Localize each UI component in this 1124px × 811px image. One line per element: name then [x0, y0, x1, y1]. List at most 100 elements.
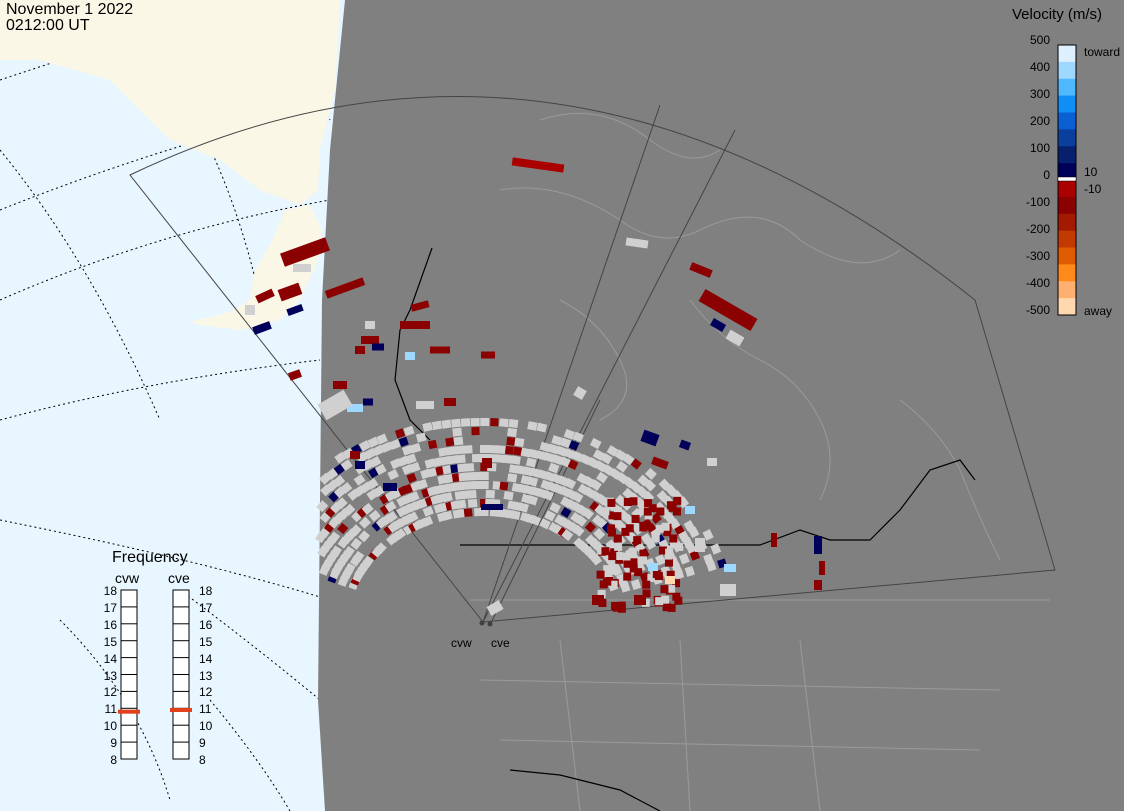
scatter-cell: [454, 445, 465, 455]
scatter-cell: [661, 595, 670, 604]
velocity-colorbar: [1057, 44, 1077, 316]
scatter-cell: [600, 452, 613, 465]
scatter-cell: [416, 479, 428, 490]
scatter-cell: [372, 343, 384, 351]
frequency-tick: 9: [199, 736, 206, 751]
scatter-cell: [496, 445, 506, 454]
scatter-cell: [684, 565, 695, 577]
frequency-tick: 18: [199, 584, 213, 598]
scatter-cell: [430, 346, 450, 354]
scatter-cell: [427, 439, 438, 450]
scatter-cell: [642, 580, 651, 589]
scatter-cell: [648, 504, 657, 513]
frequency-tick: 9: [110, 736, 117, 751]
colorbar-segment: [1058, 230, 1076, 248]
scatter-cell: [667, 584, 676, 593]
scatter-cell: [642, 589, 651, 598]
scatter-cell: [617, 604, 626, 613]
scatter-cell: [480, 417, 490, 427]
scatter-cell: [507, 427, 518, 437]
scatter-cell: [470, 417, 480, 427]
scatter-cell: [503, 454, 513, 464]
scatter-cell: [573, 386, 587, 400]
time-label: 0212:00 UT: [6, 17, 90, 34]
scatter-cell: [451, 418, 461, 428]
frequency-tick: 15: [103, 634, 117, 649]
scatter-cell: [665, 576, 675, 584]
scatter-cell: [592, 595, 604, 605]
scatter-cell: [644, 499, 653, 508]
scatter-cell: [441, 419, 452, 429]
scatter-cell: [280, 237, 330, 267]
scatter-cell: [518, 502, 529, 513]
scatter-cell: [427, 467, 439, 478]
scatter-cell: [572, 524, 585, 537]
colorbar-segment: [1058, 61, 1076, 80]
scatter-cell: [609, 580, 618, 589]
scatter-cell: [463, 445, 473, 454]
scatter-cell: [622, 552, 631, 561]
scatter-cell: [814, 580, 822, 590]
scatter-cell: [442, 510, 453, 521]
scatter-cell: [486, 600, 504, 616]
scatter-cell: [490, 418, 499, 427]
scatter-cell: [438, 447, 449, 457]
scatter-cell: [608, 528, 617, 537]
scatter-cell: [529, 514, 542, 526]
colorbar-segment: [1058, 264, 1076, 282]
scatter-cell: [621, 527, 630, 536]
night-shade: [318, 0, 1124, 811]
scatter-cell: [603, 577, 612, 586]
toward-label: toward: [1084, 45, 1121, 59]
frequency-tick: 12: [199, 685, 213, 700]
scatter-cell: [644, 467, 657, 480]
colorbar-segment: [1058, 78, 1076, 97]
scatter-cell: [408, 491, 420, 503]
scatter-cell: [620, 581, 631, 593]
scatter-cell: [608, 511, 617, 520]
scatter-cell: [514, 437, 525, 448]
scatter-cell: [324, 277, 366, 299]
scatter-cell: [561, 529, 574, 542]
colorbar-tick: -400: [1025, 276, 1050, 290]
scatter-cell: [445, 437, 455, 447]
scatter-cell: [330, 545, 342, 558]
scatter-cell: [342, 447, 355, 460]
scatter-cell: [710, 543, 722, 555]
scatter-cell: [328, 531, 341, 544]
scatter-cell: [665, 548, 674, 557]
scatter-cell: [589, 479, 602, 491]
frequency-tick: 13: [103, 668, 117, 683]
scatter-cell: [575, 514, 588, 527]
scatter-cell: [406, 472, 417, 484]
scatter-cell: [606, 445, 619, 457]
colorbar-tick: 0: [1043, 168, 1050, 182]
scatter-cell: [656, 507, 665, 516]
scatter-cell: [452, 427, 463, 437]
scatter-cell: [634, 595, 646, 605]
scatter-cell: [316, 500, 329, 513]
scatter-cell: [648, 563, 658, 571]
scatter-cell: [326, 468, 339, 480]
colorbar-tick: -500: [1025, 303, 1050, 317]
scatter-cell: [614, 449, 627, 461]
scatter-cell: [603, 565, 612, 574]
scatter-cell: [528, 448, 540, 459]
scatter-cell: [380, 441, 393, 453]
scatter-cell: [655, 554, 667, 566]
scatter-cell: [453, 436, 464, 446]
scatter-cell: [549, 502, 561, 514]
frequency-label-cvw: cvw: [115, 570, 140, 586]
radar-label-cve: cve: [491, 636, 510, 650]
scatter-cell: [431, 420, 443, 431]
backscatter-cells: [245, 157, 825, 616]
scatter-cell: [435, 466, 445, 476]
scatter-cell: [663, 528, 672, 537]
scatter-cell: [771, 533, 777, 547]
scatter-cell: [536, 422, 548, 433]
scatter-cell: [361, 502, 374, 515]
scatter-cell: [372, 485, 385, 498]
scatter-cell: [685, 506, 695, 514]
scatter-cell: [525, 457, 537, 468]
scatter-cell: [639, 571, 650, 583]
